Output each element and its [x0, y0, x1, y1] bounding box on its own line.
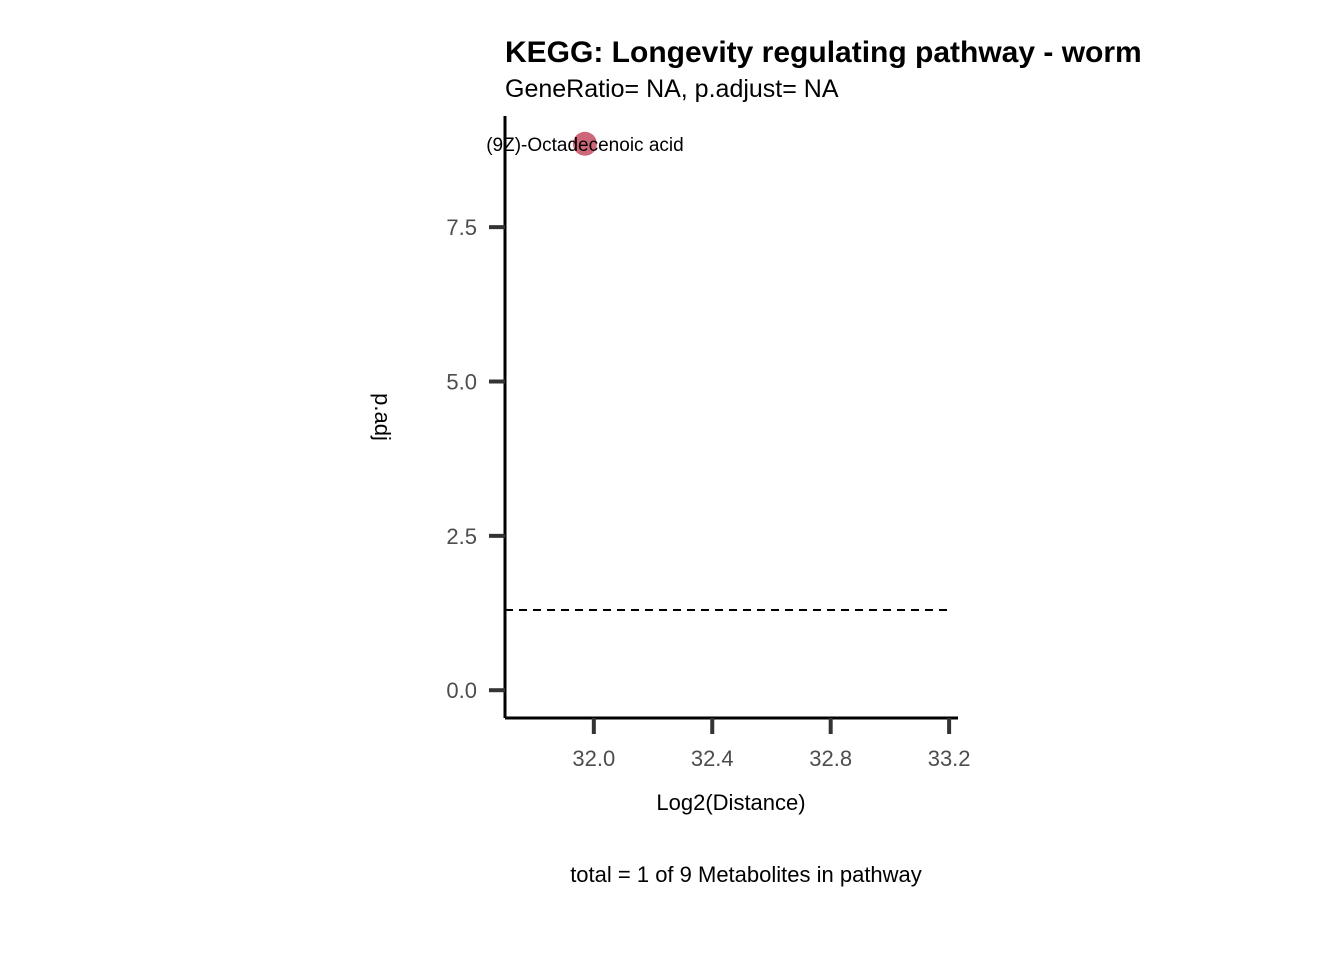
x-tick-label: 33.2: [928, 746, 971, 771]
y-tick-label: 0.0: [446, 678, 477, 703]
y-tick-label: 2.5: [446, 524, 477, 549]
x-tick-label: 32.4: [691, 746, 734, 771]
y-tick-label: 5.0: [446, 369, 477, 394]
chart-title: KEGG: Longevity regulating pathway - wor…: [505, 36, 1142, 69]
x-axis-title: Log2(Distance): [656, 790, 805, 815]
chart-subtitle: GeneRatio= NA, p.adjust= NA: [505, 75, 839, 103]
data-point: [572, 131, 597, 156]
plot-area: 0.0 2.5 5.0 7.5 32.0 32.4 32.8 33.2 (9Z)-Octadec…: [446, 116, 971, 771]
data-point-label: (9Z)-Octadecenoic acid: [486, 135, 683, 156]
chart-caption: total = 1 of 9 Metabolites in pathway: [570, 862, 922, 887]
x-tick-label: 32.0: [572, 746, 615, 771]
y-tick-label: 7.5: [446, 215, 477, 240]
y-axis-title: p.adj: [370, 393, 395, 441]
x-tick-label: 32.8: [809, 746, 852, 771]
